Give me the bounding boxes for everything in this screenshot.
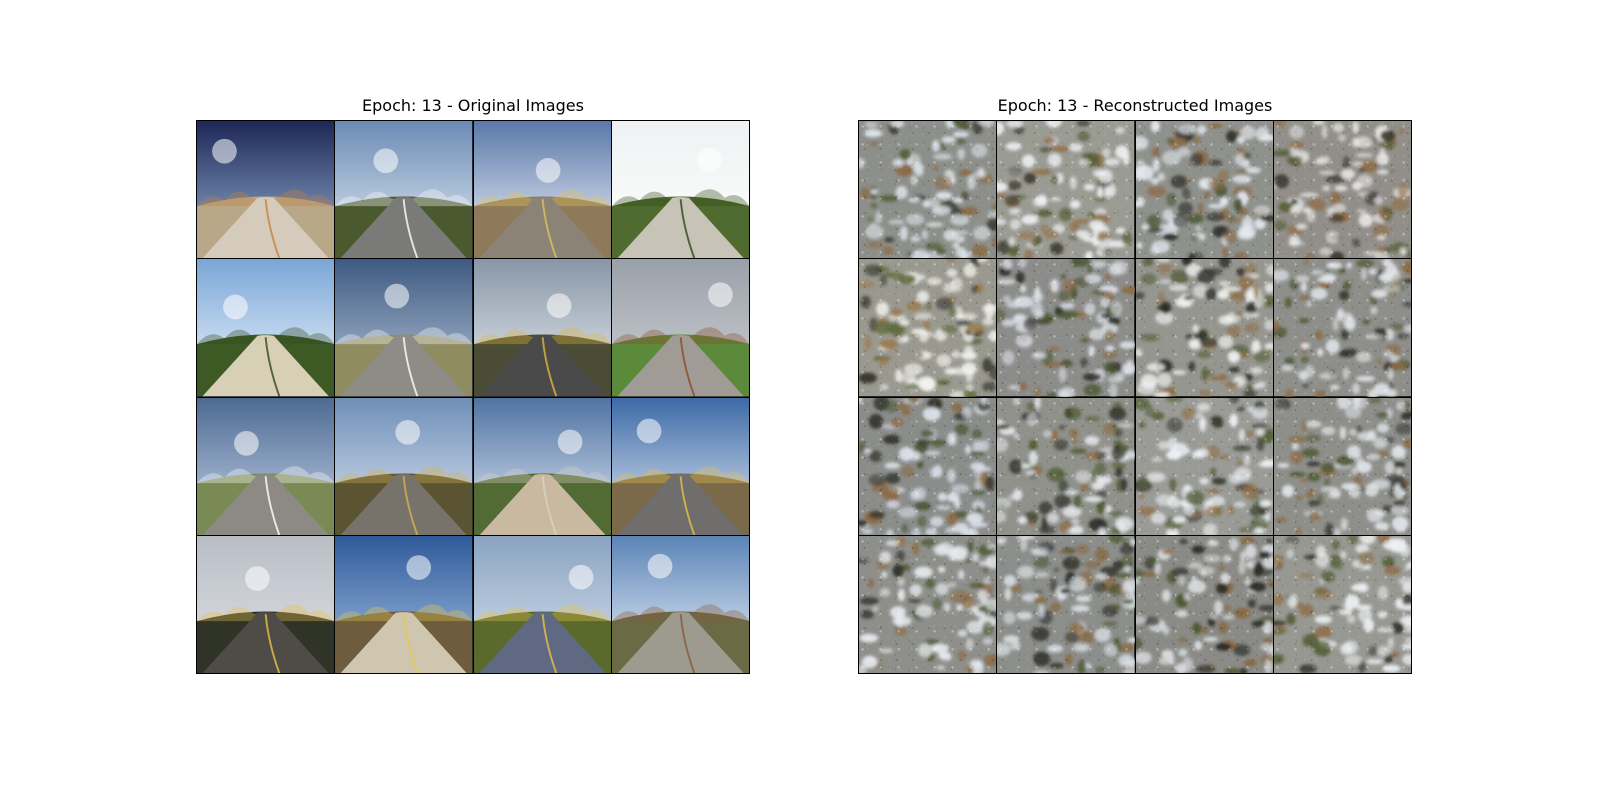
- reconstructed-image-tile: [1135, 259, 1273, 397]
- reconstructed-image-tile: [997, 535, 1135, 673]
- original-image-tile: [611, 121, 749, 259]
- original-images-title: Epoch: 13 - Original Images: [362, 96, 584, 115]
- reconstructed-image-tile: [997, 259, 1135, 397]
- reconstructed-image-tile: [1273, 259, 1411, 397]
- original-images-panel: Epoch: 13 - Original Images: [196, 94, 750, 674]
- reconstructed-images-title: Epoch: 13 - Reconstructed Images: [997, 96, 1273, 115]
- original-image-tile: [197, 259, 335, 397]
- original-image-tile: [197, 535, 335, 673]
- original-image-tile: [473, 259, 611, 397]
- original-image-tile: [473, 397, 611, 535]
- original-image-tile: [335, 259, 473, 397]
- reconstructed-image-tile: [1135, 535, 1273, 673]
- original-image-tile: [335, 397, 473, 535]
- original-image-tile: [335, 121, 473, 259]
- original-image-tile: [611, 535, 749, 673]
- reconstructed-image-tile: [1135, 397, 1273, 535]
- reconstructed-image-tile: [859, 397, 997, 535]
- reconstructed-images-grid: [858, 120, 1412, 674]
- reconstructed-image-tile: [1273, 535, 1411, 673]
- reconstructed-images-panel: Epoch: 13 - Reconstructed Images: [858, 94, 1412, 674]
- reconstructed-image-tile: [1273, 121, 1411, 259]
- original-image-tile: [473, 121, 611, 259]
- original-image-tile: [335, 535, 473, 673]
- reconstructed-image-tile: [997, 121, 1135, 259]
- original-image-tile: [197, 121, 335, 259]
- original-image-tile: [197, 397, 335, 535]
- reconstructed-image-tile: [1273, 397, 1411, 535]
- original-image-tile: [473, 535, 611, 673]
- reconstructed-image-tile: [859, 535, 997, 673]
- reconstructed-image-tile: [997, 397, 1135, 535]
- original-image-tile: [611, 397, 749, 535]
- original-image-tile: [611, 259, 749, 397]
- reconstructed-image-tile: [1135, 121, 1273, 259]
- reconstructed-image-tile: [859, 259, 997, 397]
- original-images-grid: [196, 120, 750, 674]
- reconstructed-image-tile: [859, 121, 997, 259]
